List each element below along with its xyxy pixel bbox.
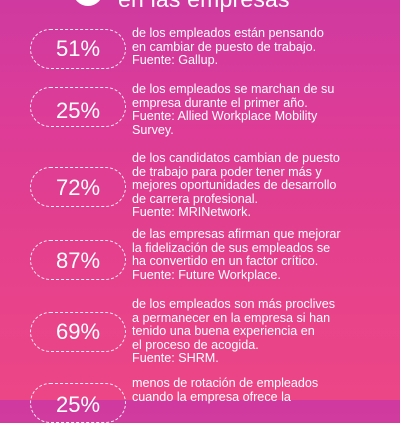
stat-description-line: Fuente: SHRM. (132, 351, 219, 365)
stat-description-line: Fuente: MRINetwork. (132, 205, 251, 219)
stat-description: de las empresas afirman que mejorar la f… (132, 227, 394, 282)
stat-badge-outline (30, 167, 126, 207)
stat-percentage: 25% (55, 98, 101, 123)
stat-description-line: de los empleados están pensando (132, 26, 324, 40)
stat-description: de los candidatos cambian de puesto de t… (132, 151, 394, 220)
stat-description-line: de los empleados se marchan de su (132, 82, 335, 96)
stat-description-line: el proceso de acogida. (132, 337, 259, 352)
page-title: en las empresas (118, 0, 290, 11)
stat-description: de los empleados son más proclives a per… (132, 297, 394, 366)
stat-description-line: menos de rotación de empleados (132, 376, 319, 390)
stat-description: de los empleados están pensando en cambi… (132, 26, 394, 68)
stat-description-line: Fuente: Allied Workplace Mobility (132, 109, 318, 123)
stat-description-line: ha convertido en un factor crítico. (132, 254, 319, 268)
stat-description-line: Survey. (132, 122, 174, 137)
stat-percentage: 51% (55, 36, 101, 61)
stats-list: 51% de los empleados están pensando en c… (30, 26, 394, 423)
stat-description-line: de los empleados son más proclives (132, 297, 336, 311)
stat-description-line: cuando la empresa ofrece la (132, 389, 291, 404)
stat-description-line: mejores oportunidades de desarrollo (132, 178, 337, 192)
stat-description-line: de carrera profesional. (132, 191, 259, 206)
stat-description-line: empresa durante el primer año. (132, 95, 308, 110)
stat-percentage: 69% (55, 319, 101, 344)
stat-description-line: la fidelización de sus empleados se (132, 240, 331, 255)
stat-percentage: 87% (55, 248, 101, 273)
header: en las empresas (0, 0, 400, 16)
stat-badge-outline (30, 240, 126, 280)
stat-badge-outline (30, 87, 126, 127)
stat-description-line: de las empresas afirman que mejorar (132, 227, 341, 241)
stat-percentage: 25% (55, 392, 101, 417)
stat-description-line: Fuente: Gallup. (132, 53, 219, 67)
stat-description-line: tenido una buena experiencia en (132, 324, 315, 338)
stat-description-line: en cambiar de puesto de trabajo. (132, 39, 317, 54)
stat-description: de los empleados se marchan de su empres… (132, 82, 394, 137)
stat-badge-outline (30, 312, 126, 352)
stat-percentage: 72% (55, 175, 101, 200)
stat-description-line: de los candidatos cambian de puesto (132, 151, 340, 165)
header-badge (73, 0, 103, 6)
stat-description-line: de trabajo para poder tener más y (132, 164, 322, 179)
stat-badge-outline (30, 29, 126, 69)
stat-description-line: a permanecer en la empresa si han (132, 310, 331, 325)
stat-description-line: Fuente: Future Workplace. (132, 267, 281, 282)
